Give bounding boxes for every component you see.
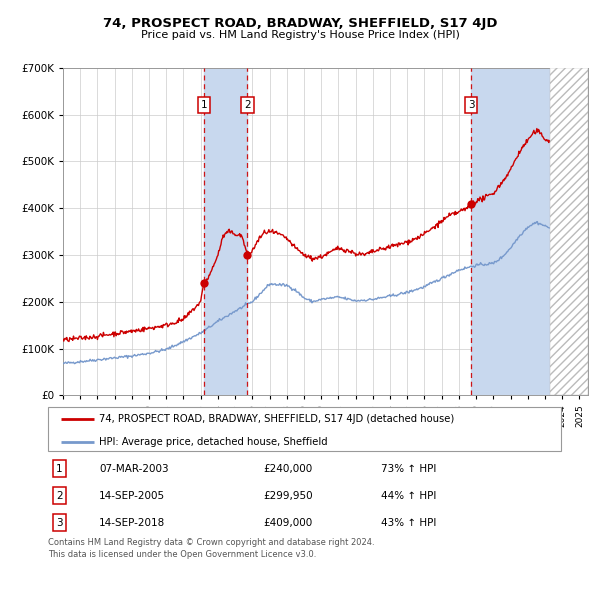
Text: Price paid vs. HM Land Registry's House Price Index (HPI): Price paid vs. HM Land Registry's House …	[140, 30, 460, 40]
Text: 73% ↑ HPI: 73% ↑ HPI	[382, 464, 437, 474]
Text: £409,000: £409,000	[263, 518, 313, 528]
Bar	[471, 68, 550, 395]
Text: 07-MAR-2003: 07-MAR-2003	[100, 464, 169, 474]
Bar	[204, 68, 247, 395]
Text: 74, PROSPECT ROAD, BRADWAY, SHEFFIELD, S17 4JD: 74, PROSPECT ROAD, BRADWAY, SHEFFIELD, S…	[103, 17, 497, 30]
Text: 14-SEP-2005: 14-SEP-2005	[100, 491, 166, 501]
Text: £299,950: £299,950	[263, 491, 313, 501]
Text: 43% ↑ HPI: 43% ↑ HPI	[382, 518, 437, 528]
Text: This data is licensed under the Open Government Licence v3.0.: This data is licensed under the Open Gov…	[48, 550, 316, 559]
Text: 1: 1	[200, 100, 207, 110]
Text: HPI: Average price, detached house, Sheffield: HPI: Average price, detached house, Shef…	[100, 437, 328, 447]
Text: 2: 2	[56, 491, 62, 501]
Text: 1: 1	[56, 464, 62, 474]
Text: 74, PROSPECT ROAD, BRADWAY, SHEFFIELD, S17 4JD (detached house): 74, PROSPECT ROAD, BRADWAY, SHEFFIELD, S…	[100, 415, 455, 424]
Text: 14-SEP-2018: 14-SEP-2018	[100, 518, 166, 528]
Text: 44% ↑ HPI: 44% ↑ HPI	[382, 491, 437, 501]
Text: £240,000: £240,000	[263, 464, 313, 474]
Text: Contains HM Land Registry data © Crown copyright and database right 2024.: Contains HM Land Registry data © Crown c…	[48, 538, 374, 547]
Text: 3: 3	[56, 518, 62, 528]
Text: 3: 3	[468, 100, 475, 110]
Text: 2: 2	[244, 100, 251, 110]
